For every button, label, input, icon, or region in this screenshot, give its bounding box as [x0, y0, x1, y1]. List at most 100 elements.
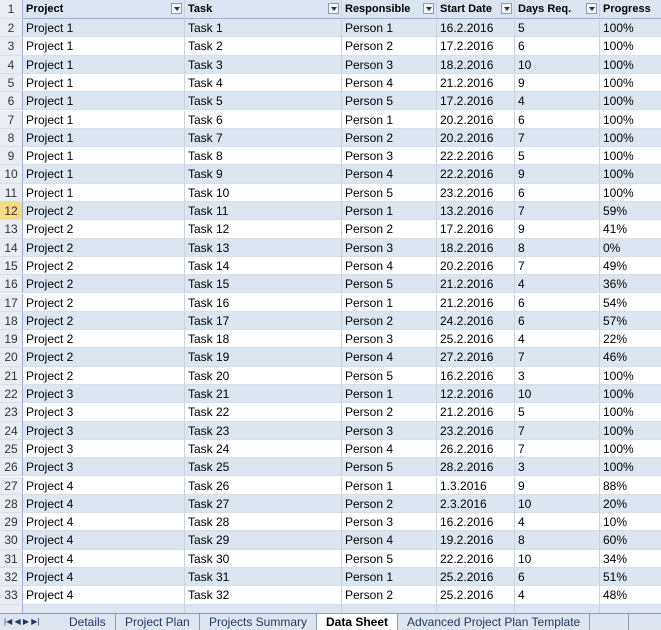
cell[interactable]: Project 3	[23, 403, 185, 422]
cell[interactable]: Person 1	[342, 476, 437, 495]
cell[interactable]: Project 2	[23, 348, 185, 367]
new-sheet-tab[interactable]	[590, 614, 629, 630]
cell[interactable]: 7	[515, 439, 600, 459]
cell[interactable]: 100%	[600, 128, 661, 148]
cell[interactable]: 22.2.2016	[437, 165, 515, 184]
cell[interactable]: Project 2	[23, 311, 185, 331]
cell[interactable]: Person 1	[342, 385, 437, 404]
cell[interactable]: Task 31	[185, 568, 342, 587]
cell[interactable]: Project 2	[23, 202, 185, 221]
cell[interactable]: 25.2.2016	[437, 586, 515, 605]
cell[interactable]: 16.2.2016	[437, 513, 515, 532]
cell[interactable]: 9	[515, 476, 600, 495]
row-number[interactable]: 28	[0, 494, 23, 514]
row-number[interactable]: 17	[0, 293, 23, 312]
cell[interactable]: 4	[515, 275, 600, 294]
nav-buttons[interactable]: |◀ ◀ ▶ ▶|	[4, 617, 40, 626]
cell[interactable]: Project 3	[23, 439, 185, 459]
cell[interactable]: Task 9	[185, 165, 342, 184]
cell[interactable]: Project 2	[23, 330, 185, 349]
row-number[interactable]: 23	[0, 403, 23, 422]
cell[interactable]: 4	[515, 92, 600, 111]
cell[interactable]: 18.2.2016	[437, 55, 515, 74]
cell[interactable]: Task 23	[185, 421, 342, 440]
cell[interactable]: 10	[515, 549, 600, 568]
cell[interactable]: Task 19	[185, 348, 342, 367]
cell[interactable]: 1.3.2016	[437, 476, 515, 495]
row-number[interactable]: 15	[0, 256, 23, 276]
column-header[interactable]: Responsible	[342, 0, 437, 19]
cell[interactable]: Person 5	[342, 92, 437, 111]
cell[interactable]: 100%	[600, 458, 661, 477]
row-number[interactable]: 4	[0, 55, 23, 74]
cell[interactable]: Task 17	[185, 311, 342, 331]
cell[interactable]: Project 2	[23, 275, 185, 294]
cell[interactable]: Project 1	[23, 37, 185, 56]
cell[interactable]: Person 3	[342, 330, 437, 349]
cell[interactable]: Project 3	[23, 458, 185, 477]
cell[interactable]: Project 4	[23, 494, 185, 514]
cell[interactable]: 25.2.2016	[437, 330, 515, 349]
cell[interactable]: Task 14	[185, 256, 342, 276]
row-number[interactable]: 21	[0, 366, 23, 385]
cell[interactable]: 22.2.2016	[437, 549, 515, 568]
cell[interactable]: Task 4	[185, 73, 342, 93]
cell[interactable]: Project 4	[23, 568, 185, 587]
cell[interactable]: 10	[515, 55, 600, 74]
cell[interactable]: 12.2.2016	[437, 385, 515, 404]
cell[interactable]: Task 10	[185, 183, 342, 202]
cell[interactable]: Task 12	[185, 220, 342, 239]
row-number[interactable]: 32	[0, 568, 23, 587]
cell[interactable]: 0%	[600, 238, 661, 257]
cell[interactable]: 57%	[600, 311, 661, 331]
cell[interactable]: Project 1	[23, 147, 185, 166]
row-number[interactable]: 24	[0, 421, 23, 440]
cell[interactable]: 17.2.2016	[437, 37, 515, 56]
cell[interactable]: 100%	[600, 37, 661, 56]
cell[interactable]: 100%	[600, 440, 661, 459]
column-header[interactable]: Project	[23, 0, 185, 19]
cell[interactable]: 100%	[600, 111, 661, 129]
cell[interactable]: 46%	[600, 348, 661, 367]
cell[interactable]: Task 5	[185, 92, 342, 111]
cell[interactable]: Project 1	[23, 165, 185, 184]
sheet-tab[interactable]: Projects Summary	[200, 614, 318, 630]
cell[interactable]: Person 5	[342, 275, 437, 294]
sheet-tab[interactable]: Data Sheet	[317, 614, 399, 630]
column-header[interactable]: Days Req.	[515, 0, 600, 19]
cell[interactable]: 23.2.2016	[437, 421, 515, 440]
cell[interactable]: 6	[515, 293, 600, 312]
row-number[interactable]: 27	[0, 476, 23, 495]
filter-button[interactable]	[423, 3, 434, 14]
cell[interactable]: Person 1	[342, 568, 437, 587]
cell[interactable]: 19.2.2016	[437, 531, 515, 550]
cell[interactable]: Task 2	[185, 37, 342, 56]
row-number[interactable]: 5	[0, 73, 23, 93]
cell[interactable]: 6	[515, 183, 600, 202]
cell[interactable]: 24.2.2016	[437, 311, 515, 331]
cell[interactable]: Task 30	[185, 549, 342, 568]
cell[interactable]: 6	[515, 311, 600, 331]
cell[interactable]: 3	[515, 366, 600, 385]
cell[interactable]: Task 28	[185, 513, 342, 532]
cell[interactable]: 7	[515, 348, 600, 367]
cell[interactable]: Project 4	[23, 531, 185, 550]
cell[interactable]: Project 4	[23, 549, 185, 568]
cell[interactable]: Person 2	[342, 311, 437, 331]
sheet-tab[interactable]: Advanced Project Plan Template	[398, 614, 591, 630]
cell[interactable]: 8	[515, 238, 600, 257]
cell[interactable]: Project 3	[23, 385, 185, 404]
cell[interactable]: Person 1	[342, 110, 437, 129]
cell[interactable]: 5	[515, 147, 600, 166]
row-number[interactable]: 3	[0, 37, 23, 56]
cell[interactable]: 100%	[600, 367, 661, 385]
cell[interactable]: Project 2	[23, 220, 185, 239]
cell[interactable]: 36%	[600, 275, 661, 294]
cell[interactable]: Task 1	[185, 19, 342, 38]
cell[interactable]: 7	[515, 128, 600, 148]
cell[interactable]: Person 4	[342, 165, 437, 184]
row-number[interactable]: 2	[0, 19, 23, 38]
cell[interactable]: Project 4	[23, 586, 185, 605]
cell[interactable]: Person 1	[342, 19, 437, 38]
cell[interactable]: Task 18	[185, 330, 342, 349]
